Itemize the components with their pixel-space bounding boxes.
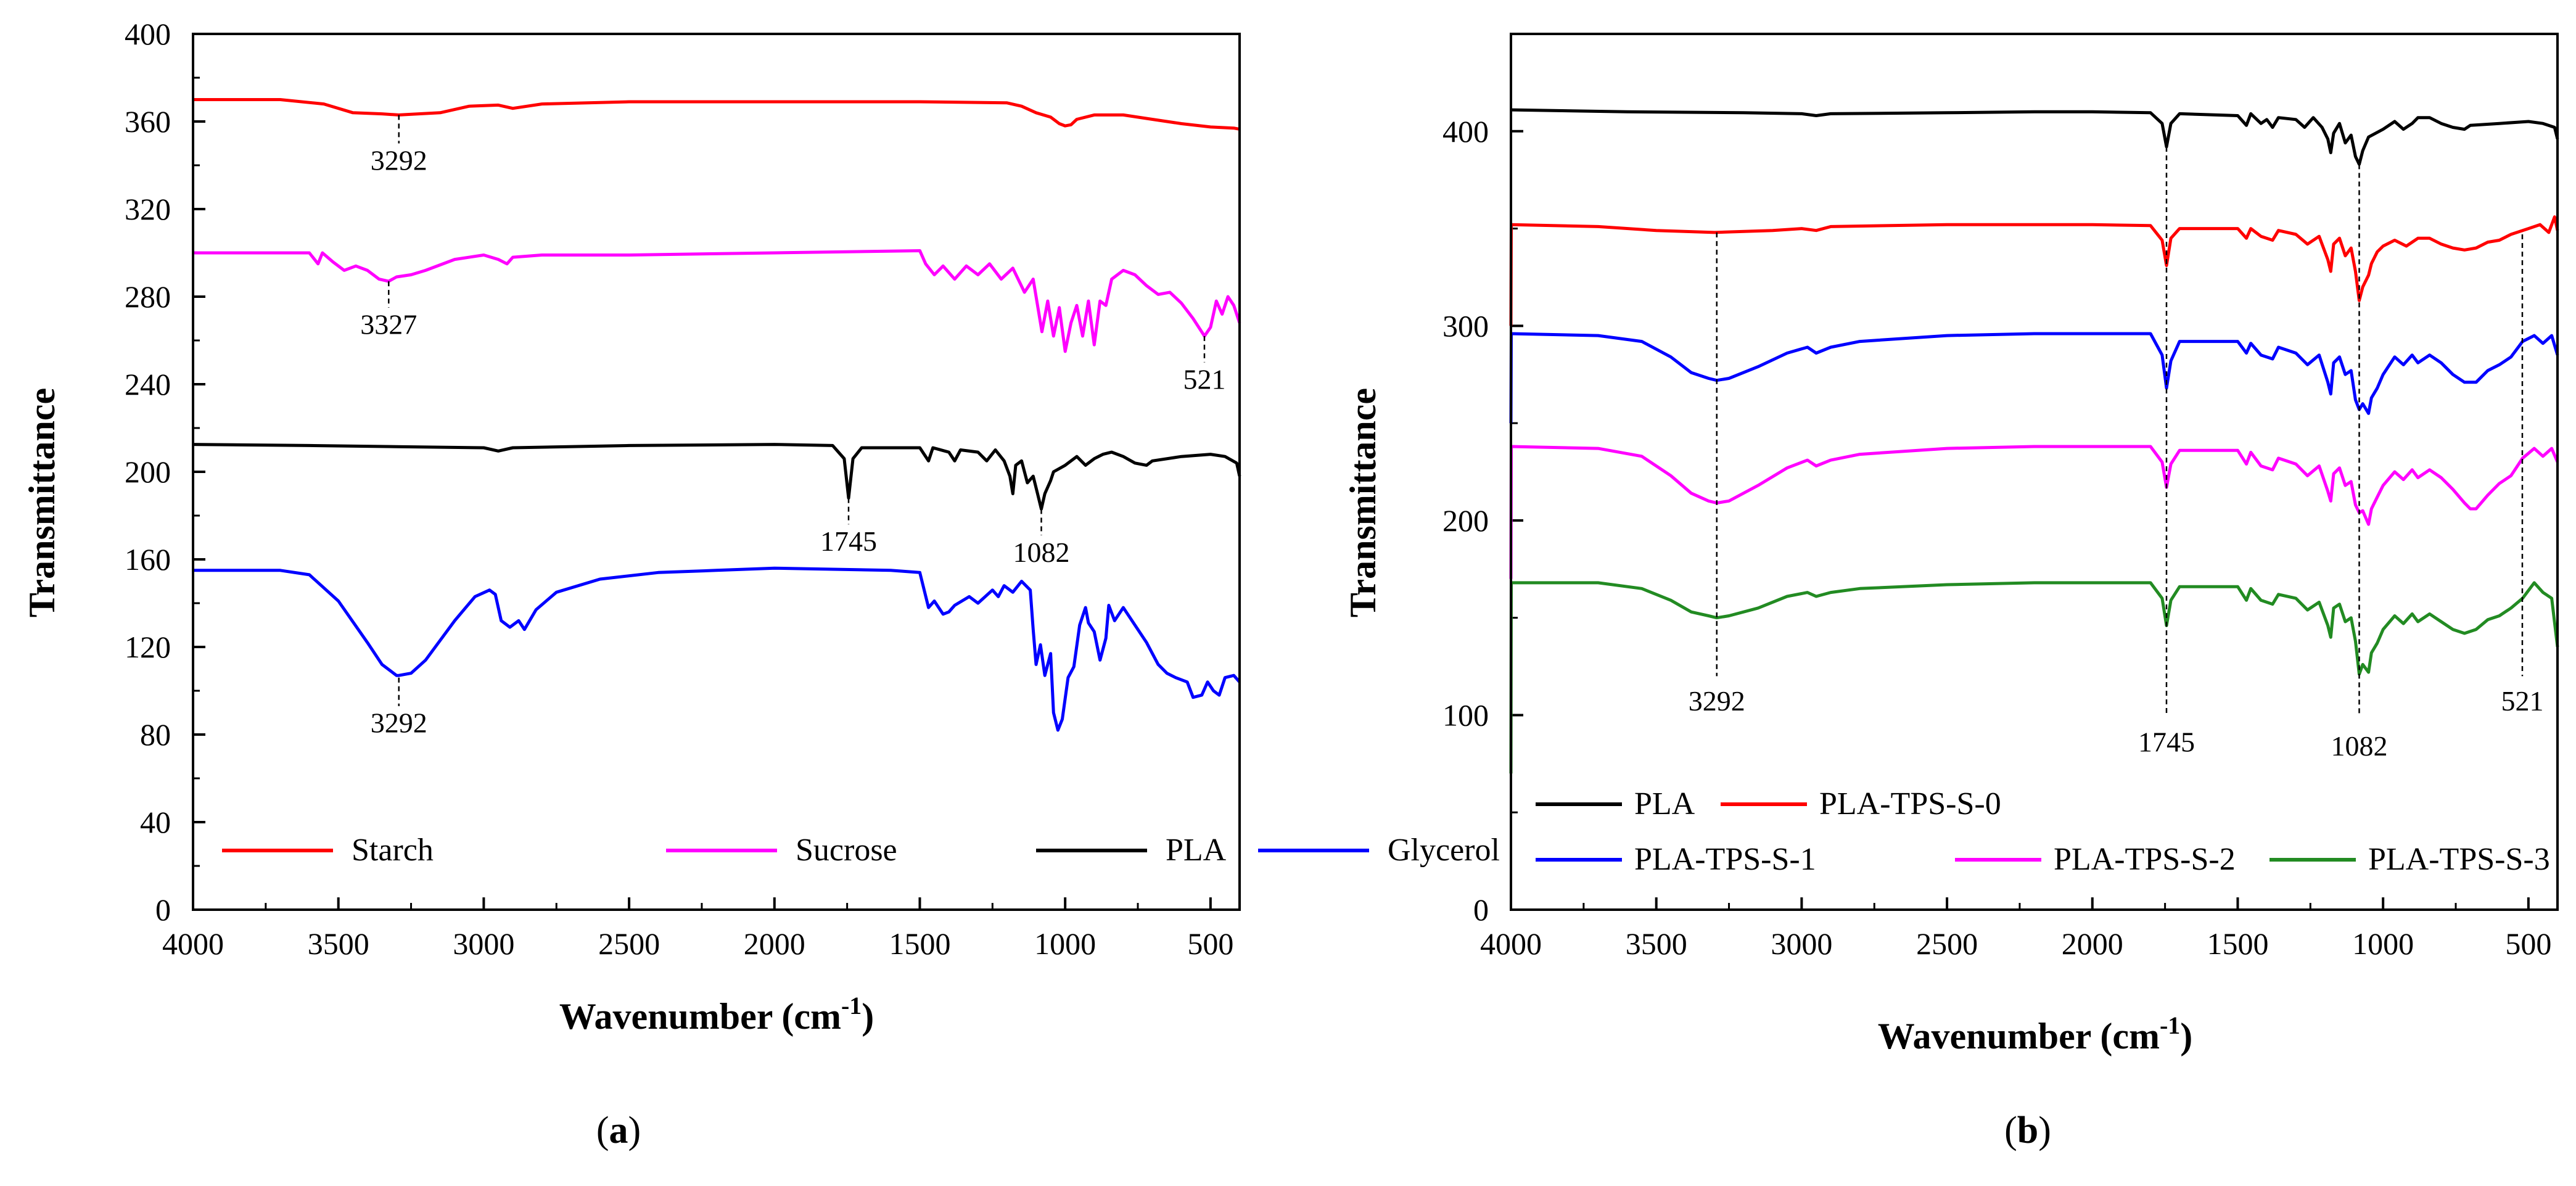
panel-b: 4000 3500 3000 2500 2000 1500 1000 500 0 100 200 30… xyxy=(1343,33,2559,1151)
peak-label: 1745 xyxy=(820,525,877,557)
series-pla-tps-s-0-line xyxy=(1509,215,2559,326)
legend-label: PLA xyxy=(1634,786,1695,822)
peak-label: 1082 xyxy=(2331,730,2388,762)
legend-label: Starch xyxy=(352,833,434,868)
panel-a-x-axis-label-main: Wavenumber (cm xyxy=(559,996,841,1037)
panel-b-y-tick-label: 100 xyxy=(1442,698,1489,732)
panel-a-y-axis-label: Transmittance xyxy=(22,388,62,617)
panel-b-x-axis-label-end: ) xyxy=(2180,1016,2192,1056)
panel-b-x-tick-label: 1000 xyxy=(2352,926,2414,961)
series-pla-line xyxy=(192,443,1241,511)
panel-a-y-tick-label: 280 xyxy=(125,279,171,314)
panel-a-y-tick-label: 0 xyxy=(155,892,171,927)
panel-b-label-letter: b xyxy=(2017,1110,2038,1151)
panel-b-plot-frame xyxy=(1510,33,2559,911)
legend-label: PLA-TPS-S-0 xyxy=(1819,786,2001,822)
series-sucrose-line xyxy=(193,249,1241,353)
panel-a-ticks: 4000 3500 3000 2500 2000 1500 1000 500 0 40 80 120 1… xyxy=(125,17,1233,961)
panel-a-annotations: 3292 3327 521 1745 1082 3292 xyxy=(360,115,1225,739)
series-pla-line xyxy=(1510,108,2559,166)
panel-b-ticks: 4000 3500 3000 2500 2000 1500 1000 500 0 100 200 30… xyxy=(1442,114,2551,961)
panel-b-series xyxy=(1509,108,2559,774)
panel-b-x-tick-label: 500 xyxy=(2505,926,2551,961)
panel-a-x-axis-label: Wavenumber (cm-1) xyxy=(559,992,874,1037)
panel-b-x-tick-label: 1500 xyxy=(2207,926,2268,961)
panel-a-x-tick-label: 2000 xyxy=(744,926,805,961)
panel-b-y-tick-label: 400 xyxy=(1442,114,1489,149)
panel-a-y-tick-label: 400 xyxy=(125,17,171,51)
panel-a-x-tick-label: 1000 xyxy=(1034,926,1096,961)
panel-a: 4000 3500 3000 2500 2000 1500 1000 500040801201… xyxy=(22,17,1500,1151)
panel-a-y-tick-label: 320 xyxy=(125,192,171,226)
series-pla-tps-s-3-line xyxy=(1509,581,2559,774)
legend-label: PLA xyxy=(1166,833,1227,868)
panel-a-x-axis-label-end: ) xyxy=(862,996,874,1037)
peak-label: 521 xyxy=(2501,685,2543,717)
panel-a-y-tick-label: 120 xyxy=(125,630,171,664)
panel-a-x-tick-label: 3000 xyxy=(453,926,514,961)
series-starch-line xyxy=(193,98,1240,131)
peak-label: 3292 xyxy=(1689,685,1745,717)
series-pla-tps-s-1-line xyxy=(1509,332,2559,424)
panel-b-annotations: 3292 1745 1082 521 xyxy=(1689,147,2543,762)
panel-a-label-letter: a xyxy=(609,1110,628,1151)
panel-b-x-tick-label: 4000 xyxy=(1480,926,1542,961)
panel-a-label: (a) xyxy=(596,1110,641,1151)
legend-label: Sucrose xyxy=(796,833,897,868)
panel-b-y-tick-label: 300 xyxy=(1442,308,1489,343)
panel-b-x-axis-label: Wavenumber (cm-1) xyxy=(1878,1011,2193,1056)
panel-b-x-tick-label: 3000 xyxy=(1771,926,1832,961)
panel-a-y-tick-label: 200 xyxy=(125,455,171,489)
panel-a-y-tick-label: 240 xyxy=(125,367,171,402)
panel-a-x-axis-label-sup: -1 xyxy=(841,992,862,1019)
panel-a-x-tick-label: 2500 xyxy=(598,926,660,961)
series-pla-tps-s-2-line xyxy=(1509,445,2559,579)
legend-label: Glycerol xyxy=(1388,833,1500,868)
panel-b-y-axis-label: Transmittance xyxy=(1343,388,1383,617)
peak-label: 3292 xyxy=(371,707,427,739)
panel-a-x-tick-label: 500 xyxy=(1187,926,1233,961)
panel-b-y-tick-label: 200 xyxy=(1442,503,1489,538)
panel-a-legend: Starch Sucrose PLA Glycerol xyxy=(222,833,1500,868)
panel-b-x-axis-label-sup: -1 xyxy=(2160,1011,2180,1039)
panel-b-x-tick-label: 2500 xyxy=(1916,926,1978,961)
panel-a-x-tick-label: 1500 xyxy=(889,926,950,961)
peak-label: 1745 xyxy=(2138,726,2195,757)
panel-a-plot-frame xyxy=(192,33,1241,911)
panel-a-y-tick-label: 160 xyxy=(125,542,171,577)
panel-b-x-tick-label: 3500 xyxy=(1626,926,1687,961)
panel-a-y-tick-label: 80 xyxy=(140,717,171,752)
panel-a-y-tick-label: 40 xyxy=(140,805,171,839)
series-glycerol-line xyxy=(193,566,1241,732)
peak-label: 3327 xyxy=(360,309,417,340)
panel-b-label: (b) xyxy=(2004,1110,2051,1151)
legend-label: PLA-TPS-S-1 xyxy=(1634,842,1816,877)
legend-label: PLA-TPS-S-2 xyxy=(2054,842,2236,877)
panel-b-y-tick-label: 0 xyxy=(1473,892,1489,927)
panel-b-x-tick-label: 2000 xyxy=(2062,926,2123,961)
panel-a-x-tick-label: 4000 xyxy=(162,926,224,961)
peak-label: 3292 xyxy=(371,144,427,176)
peak-label: 521 xyxy=(1183,363,1225,395)
peak-label: 1082 xyxy=(1013,537,1070,568)
panel-a-series xyxy=(192,98,1241,732)
panel-a-y-tick-label: 360 xyxy=(125,104,171,139)
legend-label: PLA-TPS-S-3 xyxy=(2368,842,2550,877)
panel-a-x-tick-label: 3500 xyxy=(308,926,369,961)
panel-b-x-axis-label-main: Wavenumber (cm xyxy=(1878,1016,2160,1056)
